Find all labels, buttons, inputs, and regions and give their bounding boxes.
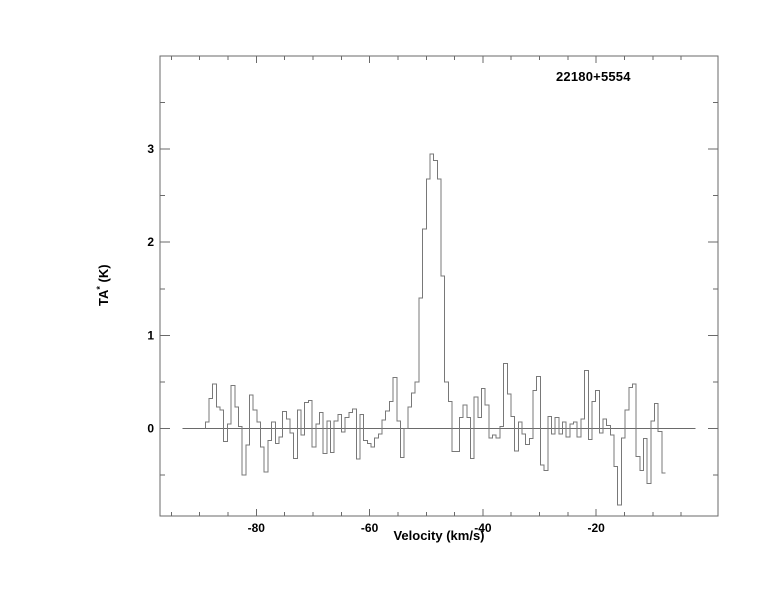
y-tick-label: 2 <box>147 235 154 249</box>
spectrum-trace <box>204 153 666 506</box>
y-axis-title-sup: * <box>94 286 105 290</box>
x-tick-label: -80 <box>248 521 266 535</box>
plot-frame <box>159 55 719 517</box>
y-tick-label: 1 <box>147 328 154 342</box>
y-axis-title-unit: (K) <box>96 264 112 287</box>
y-axis-title: TA* (K) <box>95 225 111 345</box>
source-label: 22180+5554 <box>556 69 631 84</box>
y-tick-label: 3 <box>147 142 154 156</box>
x-tick-label: -20 <box>588 521 606 535</box>
x-axis-title: Velocity (km/s) <box>393 528 485 543</box>
x-tick-label: -60 <box>361 521 379 535</box>
y-axis-title-main: TA <box>96 289 112 306</box>
x-tick-label: -40 <box>474 521 492 535</box>
y-tick-label: 0 <box>147 421 154 435</box>
